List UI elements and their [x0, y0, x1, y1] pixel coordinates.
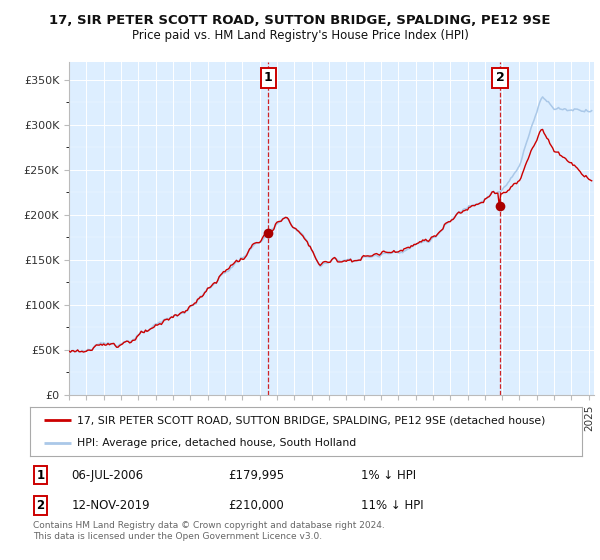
- Text: 06-JUL-2006: 06-JUL-2006: [71, 469, 143, 482]
- Text: 2: 2: [37, 499, 45, 512]
- Text: This data is licensed under the Open Government Licence v3.0.: This data is licensed under the Open Gov…: [33, 532, 322, 541]
- Text: 1: 1: [264, 71, 273, 85]
- Text: 17, SIR PETER SCOTT ROAD, SUTTON BRIDGE, SPALDING, PE12 9SE: 17, SIR PETER SCOTT ROAD, SUTTON BRIDGE,…: [49, 14, 551, 27]
- Text: 11% ↓ HPI: 11% ↓ HPI: [361, 499, 424, 512]
- Text: Price paid vs. HM Land Registry's House Price Index (HPI): Price paid vs. HM Land Registry's House …: [131, 29, 469, 42]
- Text: 1% ↓ HPI: 1% ↓ HPI: [361, 469, 416, 482]
- Text: HPI: Average price, detached house, South Holland: HPI: Average price, detached house, Sout…: [77, 438, 356, 448]
- Text: 2: 2: [496, 71, 504, 85]
- Text: 17, SIR PETER SCOTT ROAD, SUTTON BRIDGE, SPALDING, PE12 9SE (detached house): 17, SIR PETER SCOTT ROAD, SUTTON BRIDGE,…: [77, 416, 545, 426]
- Text: £210,000: £210,000: [229, 499, 284, 512]
- Text: 1: 1: [37, 469, 45, 482]
- Text: Contains HM Land Registry data © Crown copyright and database right 2024.: Contains HM Land Registry data © Crown c…: [33, 521, 385, 530]
- Text: £179,995: £179,995: [229, 469, 285, 482]
- Text: 12-NOV-2019: 12-NOV-2019: [71, 499, 150, 512]
